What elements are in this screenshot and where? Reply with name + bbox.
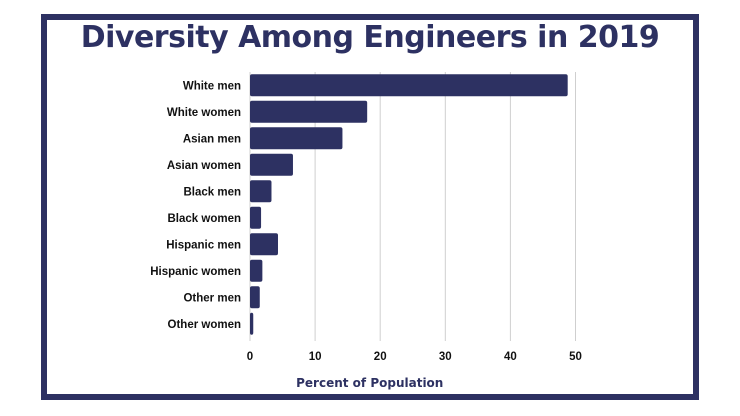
bar-asian-women [250, 153, 293, 176]
x-axis-title: Percent of Population [296, 376, 443, 390]
x-tick-label: 50 [569, 351, 582, 363]
category-label: Black women [168, 213, 242, 225]
bar-other-women [250, 312, 254, 335]
x-tick-labels: 0 10 20 30 40 50 [247, 351, 582, 363]
category-label: White men [183, 80, 241, 92]
bar-other-men [250, 286, 260, 309]
x-tick-label: 0 [247, 351, 253, 363]
x-tick-label: 20 [374, 351, 387, 363]
x-tick-label: 10 [309, 351, 322, 363]
category-label: Other women [168, 319, 241, 331]
bars [250, 74, 568, 335]
bar-black-women [250, 206, 262, 229]
category-label: Asian men [183, 133, 241, 145]
bar-black-men [250, 180, 272, 203]
category-label: Other men [183, 292, 241, 304]
category-label: Hispanic women [150, 266, 241, 278]
bar-white-women [250, 100, 368, 123]
category-label: White women [167, 107, 241, 119]
category-label: Hispanic men [166, 239, 241, 251]
bar-hispanic-men [250, 233, 278, 256]
category-labels: White men White women Asian men Asian women… [150, 80, 241, 331]
x-tick-label: 40 [504, 351, 517, 363]
category-label: Asian women [167, 160, 241, 172]
chart-title: Diversity Among Engineers in 2019 [80, 20, 660, 55]
category-label: Black men [183, 186, 241, 198]
bar-asian-men [250, 127, 343, 150]
bar-hispanic-women [250, 259, 263, 282]
bar-white-men [250, 74, 568, 97]
x-tick-label: 30 [439, 351, 452, 363]
